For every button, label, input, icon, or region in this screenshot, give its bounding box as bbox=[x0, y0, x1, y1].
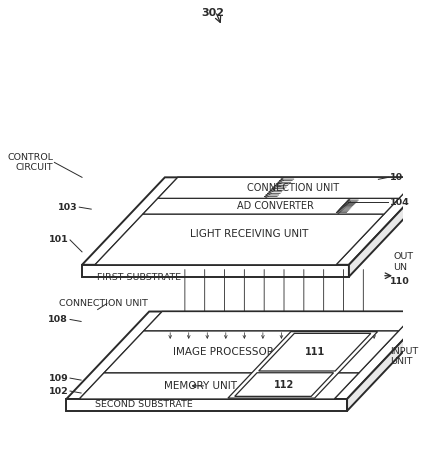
Text: CONNECTION UNIT: CONNECTION UNIT bbox=[59, 299, 148, 308]
Text: 111: 111 bbox=[305, 347, 325, 357]
Text: IMAGE PROCESSOR: IMAGE PROCESSOR bbox=[173, 347, 274, 357]
Text: 102: 102 bbox=[49, 387, 68, 395]
Text: SECOND SUBSTRATE: SECOND SUBSTRATE bbox=[95, 401, 192, 409]
Text: 103: 103 bbox=[58, 203, 77, 212]
Text: 110: 110 bbox=[390, 277, 410, 286]
Polygon shape bbox=[158, 177, 419, 198]
Text: FIRST SUBSTRATE: FIRST SUBSTRATE bbox=[97, 273, 181, 282]
Text: 302: 302 bbox=[201, 8, 224, 18]
Text: 108: 108 bbox=[49, 315, 68, 324]
Text: AD CONVERTER: AD CONVERTER bbox=[237, 201, 314, 211]
Text: MEMORY UNIT: MEMORY UNIT bbox=[164, 381, 237, 391]
Text: INPUT
UNIT: INPUT UNIT bbox=[390, 346, 419, 366]
Text: 101: 101 bbox=[49, 236, 68, 244]
Text: CONTROL
CIRCUIT: CONTROL CIRCUIT bbox=[8, 153, 54, 172]
Polygon shape bbox=[79, 373, 359, 399]
Polygon shape bbox=[144, 311, 417, 331]
Polygon shape bbox=[228, 332, 378, 398]
Polygon shape bbox=[259, 334, 371, 371]
Polygon shape bbox=[104, 331, 399, 373]
Polygon shape bbox=[95, 177, 419, 265]
Text: 104: 104 bbox=[390, 198, 410, 207]
Text: OUT
UN: OUT UN bbox=[393, 252, 413, 272]
Polygon shape bbox=[66, 399, 347, 411]
Polygon shape bbox=[349, 177, 422, 277]
Text: 10: 10 bbox=[390, 173, 403, 182]
Text: 109: 109 bbox=[49, 374, 68, 383]
Polygon shape bbox=[347, 311, 422, 411]
Polygon shape bbox=[82, 177, 422, 265]
Polygon shape bbox=[82, 265, 349, 277]
Text: LIGHT RECEIVING UNIT: LIGHT RECEIVING UNIT bbox=[189, 230, 308, 239]
Text: CONNECTION UNIT: CONNECTION UNIT bbox=[247, 183, 339, 193]
Polygon shape bbox=[95, 214, 384, 265]
Polygon shape bbox=[235, 373, 333, 396]
Text: 112: 112 bbox=[274, 380, 294, 389]
Polygon shape bbox=[66, 311, 422, 399]
Polygon shape bbox=[79, 311, 417, 399]
Polygon shape bbox=[143, 198, 399, 214]
